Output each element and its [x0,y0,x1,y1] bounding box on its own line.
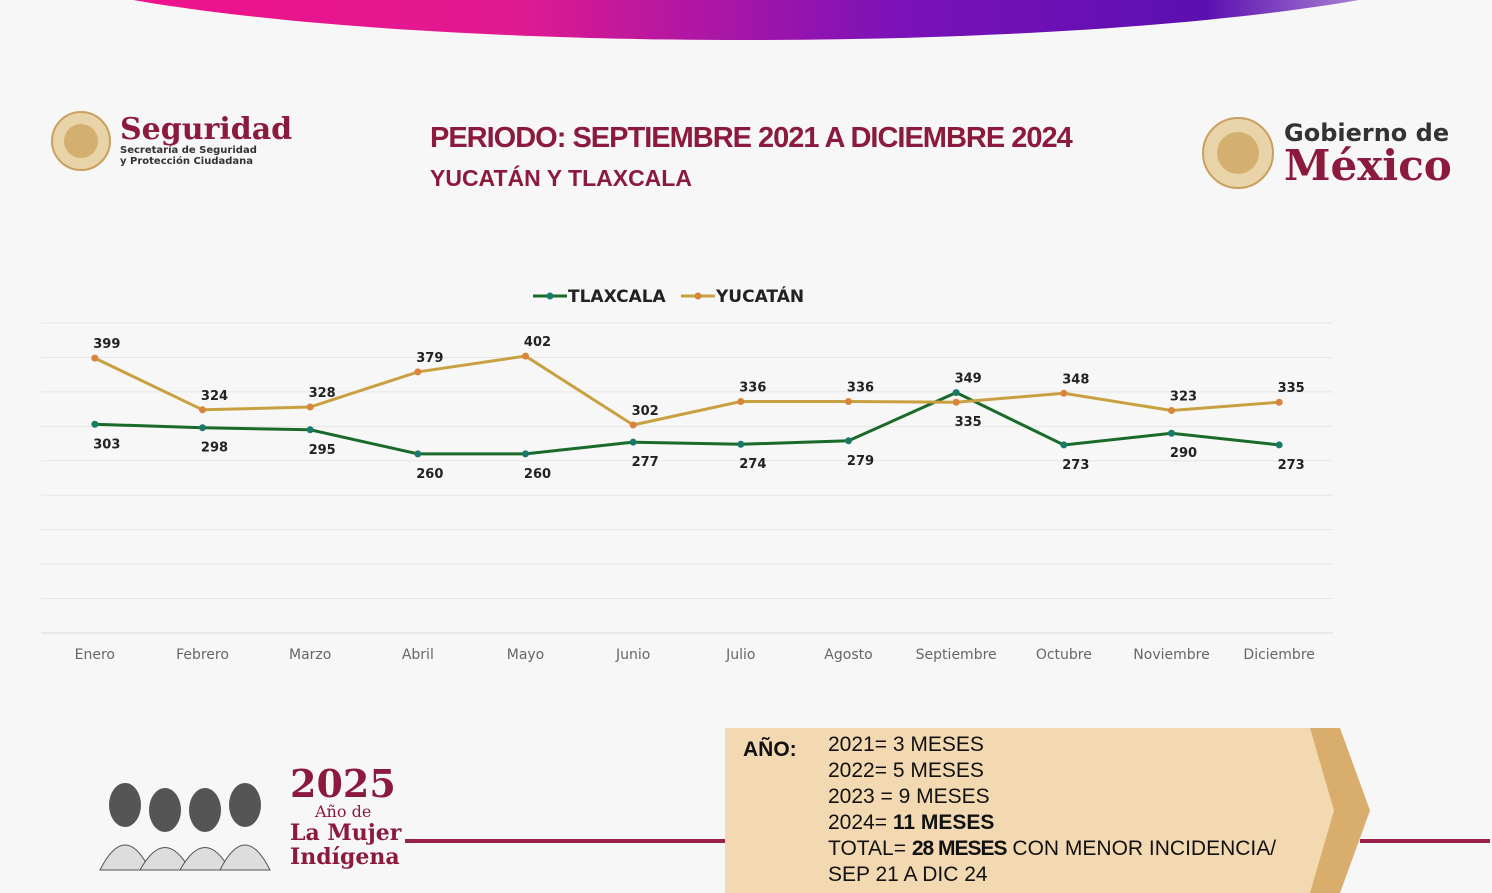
data-point [199,406,206,414]
data-point [522,450,529,458]
summary-box [725,728,1370,893]
data-label: 348 [1062,372,1089,387]
data-label: 273 [1062,458,1089,473]
series-line [94,390,1280,456]
data-point [199,424,206,432]
footer-year: 2025 [290,761,396,806]
data-point [1275,441,1283,449]
data-label: 277 [632,455,659,470]
data-point [1060,389,1068,397]
data-label: 260 [416,467,443,482]
data-point [737,440,745,448]
mujer-indigena-logo: 2025 Año de La Mujer Indígena [90,760,401,875]
summary-lines: 2021= 3 MESES 2022= 5 MESES 2023 = 9 MES… [828,732,1276,888]
data-label: 274 [739,457,766,472]
data-label: 399 [93,337,120,352]
data-point [91,420,99,428]
divider-line [405,839,735,843]
page-title: PERIODO: SEPTIEMBRE 2021 A DICIEMBRE 202… [430,122,1073,154]
coat-of-arms-icon [1202,117,1274,189]
data-label: 349 [955,372,982,387]
x-tick-label: Septiembre [916,647,997,663]
gobierno-logo: Gobierno de México [1200,115,1452,191]
series-line [94,354,1280,427]
footer-line2: La Mujer [290,820,402,846]
data-point [629,421,637,429]
data-point [845,398,852,406]
data-point [414,368,422,376]
summary-line: 2024= 11 MESES [828,811,995,834]
x-tick-label: Mayo [507,647,545,663]
data-label: 302 [632,404,659,419]
x-tick-label: Febrero [176,647,229,663]
data-label: 336 [847,381,874,396]
data-label: 298 [201,441,228,456]
data-label: 290 [1170,446,1197,461]
x-tick-label: Enero [75,647,115,663]
data-point [414,450,422,458]
data-point [91,354,99,362]
data-label: 303 [93,437,120,452]
x-tick-label: Agosto [824,647,872,663]
legend-marker [546,292,554,300]
coat-of-arms-icon [51,111,111,171]
x-tick-label: Junio [615,647,650,663]
seguridad-logo: Seguridad Secretaría de Seguridad y Prot… [50,110,292,172]
logo-line1: Gobierno de [1284,119,1450,147]
top-banner [0,0,1492,40]
legend-label: TLAXCALA [568,287,667,307]
data-point [1275,398,1283,406]
data-point [306,426,314,434]
legend-marker [694,292,702,300]
data-point [845,437,852,445]
divider-line [1360,839,1490,843]
logo-sub2: y Protección Ciudadana [120,156,254,167]
data-point [522,352,529,360]
data-point [737,398,745,406]
women-illustration-icon [99,783,271,871]
data-label: 273 [1278,458,1305,473]
data-point [629,438,637,446]
data-label: 260 [524,467,551,482]
x-tick-label: Diciembre [1243,647,1314,663]
data-point [1060,441,1068,449]
summary-line: 2021= 3 MESES [828,733,984,756]
logo-line2: México [1284,141,1452,190]
data-point [952,398,960,406]
summary-total: TOTAL= 28 MESES CON MENOR INCIDENCIA/ [828,837,1277,860]
data-label: 295 [309,443,336,458]
data-label: 335 [955,415,982,430]
data-label: 335 [1278,381,1305,396]
page-subtitle: YUCATÁN Y TLAXCALA [430,165,692,191]
data-label: 328 [309,386,336,401]
data-label: 279 [847,454,874,469]
summary-line: 2023 = 9 MESES [828,785,990,808]
x-tick-label: Julio [725,647,755,663]
data-point [952,389,960,397]
summary-line: 2022= 5 MESES [828,759,984,782]
footer-line3: Indígena [290,844,400,870]
data-point [1168,406,1175,414]
footer-line1: Año de [315,802,372,821]
data-label: 323 [1170,389,1197,404]
x-tick-label: Abril [402,647,434,663]
x-tick-label: Marzo [289,647,331,663]
data-point [1168,429,1175,437]
logo-sub1: Secretaría de Seguridad [120,145,257,156]
data-point [306,403,314,411]
data-label: 402 [524,335,551,350]
summary-period: SEP 21 A DIC 24 [828,863,988,886]
line-chart: Enero Febrero Marzo Abril Mayo Junio Julio Agos… [41,285,1333,663]
x-tick-label: Noviembre [1133,647,1209,663]
logo-name: Seguridad [120,112,293,147]
x-tick-label: Octubre [1036,647,1092,663]
legend-label: YUCATÁN [715,285,804,307]
summary-label: AÑO: [743,738,797,761]
data-label: 324 [201,389,228,404]
data-label: 336 [739,381,766,396]
data-label: 379 [416,351,443,366]
